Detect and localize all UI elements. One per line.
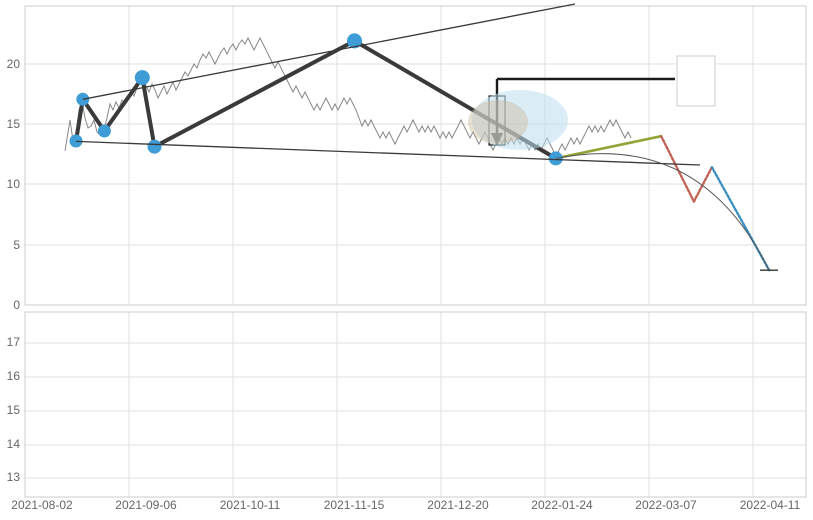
svg-text:2021-10-11: 2021-10-11	[220, 498, 281, 512]
svg-text:2021-11-15: 2021-11-15	[324, 498, 385, 512]
svg-text:15: 15	[7, 403, 21, 417]
svg-text:2021-09-06: 2021-09-06	[115, 498, 177, 512]
svg-text:14: 14	[7, 437, 21, 451]
svg-text:0: 0	[13, 298, 20, 312]
svg-text:15: 15	[7, 117, 21, 131]
svg-text:20: 20	[7, 57, 21, 71]
svg-text:2022-01-24: 2022-01-24	[531, 498, 593, 512]
svg-text:2021-08-02: 2021-08-02	[11, 498, 73, 512]
svg-text:2022-03-07: 2022-03-07	[635, 498, 697, 512]
svg-text:2021-12-20: 2021-12-20	[427, 498, 489, 512]
svg-text:16: 16	[7, 369, 21, 383]
svg-text:2022-04-11: 2022-04-11	[740, 498, 801, 512]
svg-text:13: 13	[7, 470, 21, 484]
svg-text:5: 5	[13, 238, 20, 252]
svg-text:10: 10	[7, 177, 21, 191]
svg-text:17: 17	[7, 335, 21, 349]
